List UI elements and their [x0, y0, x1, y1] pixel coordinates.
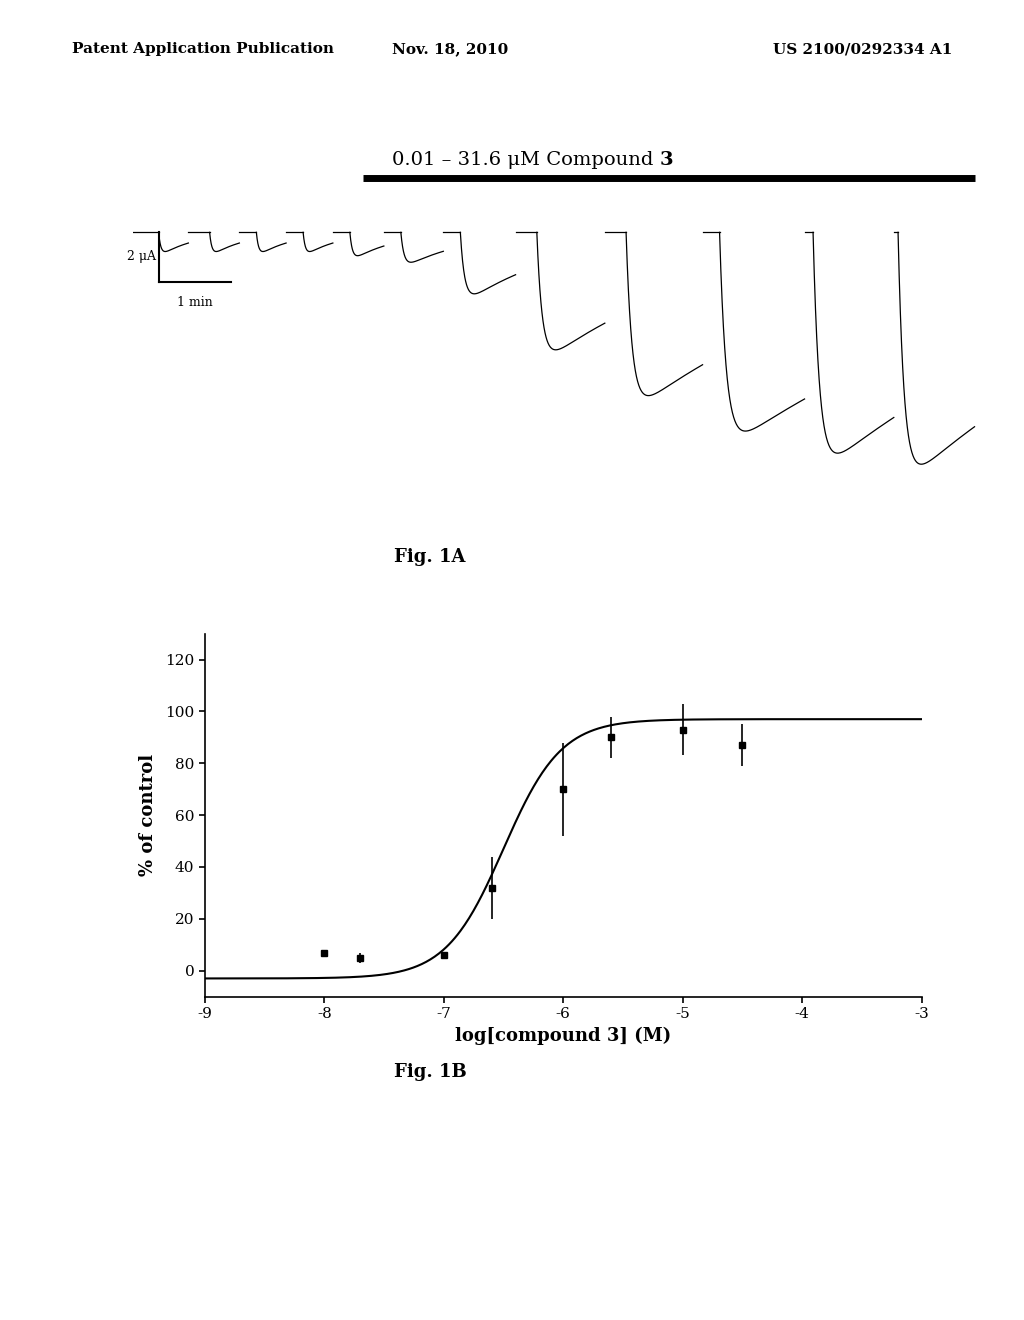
Text: 0.01 – 31.6 μM Compound: 0.01 – 31.6 μM Compound: [392, 152, 660, 169]
X-axis label: log[compound 3] (M): log[compound 3] (M): [455, 1027, 672, 1045]
Text: 3: 3: [660, 152, 674, 169]
Text: Fig. 1B: Fig. 1B: [393, 1063, 467, 1081]
Text: Patent Application Publication: Patent Application Publication: [72, 42, 334, 57]
Text: Nov. 18, 2010: Nov. 18, 2010: [392, 42, 509, 57]
Text: US 2100/0292334 A1: US 2100/0292334 A1: [773, 42, 952, 57]
Text: 2 μA: 2 μA: [127, 251, 156, 264]
Text: 1 min: 1 min: [177, 297, 213, 309]
Y-axis label: % of control: % of control: [139, 754, 157, 876]
Text: Fig. 1A: Fig. 1A: [394, 548, 466, 566]
